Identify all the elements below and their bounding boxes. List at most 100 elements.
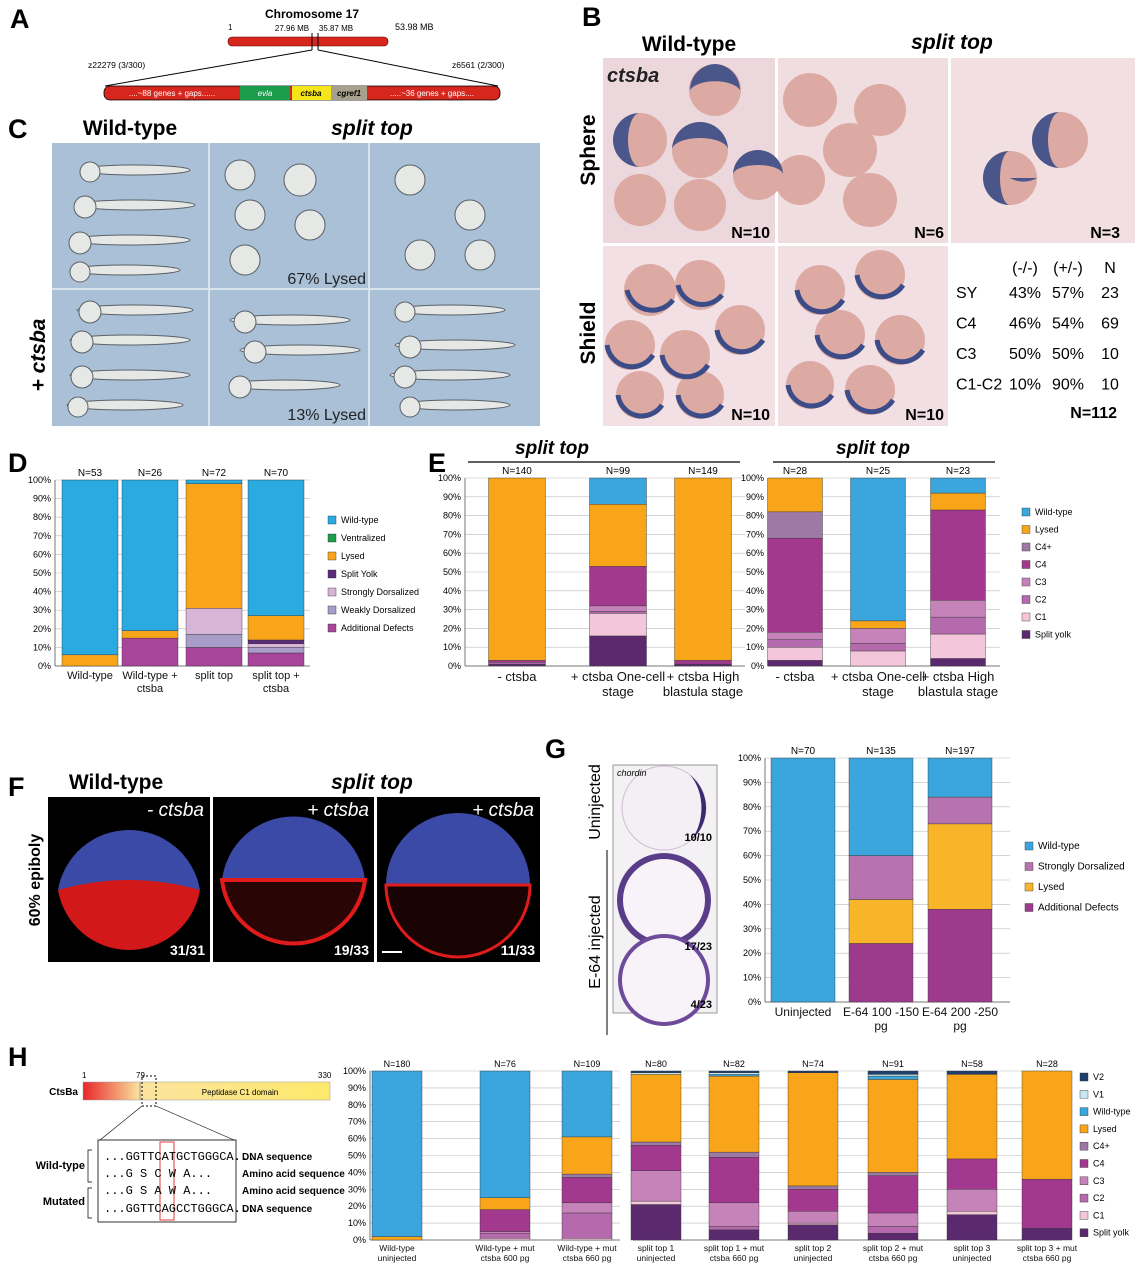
bar-segment (946, 1214, 998, 1241)
bar-segment (787, 1211, 839, 1224)
y-tick-label: 50% (33, 568, 51, 578)
table-cell: 10 (1101, 377, 1119, 394)
stain (613, 64, 1060, 205)
stain-ring (604, 274, 926, 419)
legend-swatch (1021, 542, 1031, 552)
panel-letter: C (8, 114, 28, 144)
column-header: split top (331, 771, 413, 794)
bar-segment (850, 628, 906, 644)
y-tick-label: 20% (348, 1201, 366, 1211)
gene-gap-label: .....~36 genes + gaps.... (390, 89, 474, 98)
bar-segment (479, 1070, 531, 1198)
photo-c (52, 143, 540, 426)
legend-label: Wild-type (1035, 507, 1073, 517)
panel-letter: H (8, 1042, 28, 1072)
bar-segment (561, 1202, 613, 1214)
photo-g (606, 764, 718, 1035)
column-header: Wild-type (642, 33, 736, 56)
bar-label: N=74 (802, 1059, 824, 1069)
legend-label: Strongly Dorsalized (1038, 862, 1125, 873)
domain-name: Peptidase C1 domain (202, 1088, 279, 1097)
legend-swatch (1021, 630, 1031, 639)
x-tick-label: split top 1 + mut ctsba 660 pg (703, 1243, 765, 1263)
panel-letter: E (428, 448, 446, 478)
legend-swatch (1079, 1228, 1089, 1237)
y-tick-label: 0% (353, 1235, 366, 1245)
bar-segment (927, 796, 993, 825)
legend-swatch (327, 533, 337, 543)
row-header: Shield (577, 301, 600, 364)
bar-segment (787, 1072, 839, 1187)
gene (240, 86, 290, 100)
legend-label: V2 (1093, 1072, 1104, 1082)
legend-label: Weakly Dorsalized (341, 605, 415, 615)
x-tick-label: split top 2 + mut ctsba 660 pg (862, 1243, 924, 1263)
bar-segment (121, 637, 179, 667)
y-tick-label: 50% (443, 567, 461, 577)
table-cell: 50% (1009, 346, 1041, 363)
x-tick-label: - ctsba (775, 669, 815, 684)
bar-label: N=70 (264, 468, 289, 479)
x-tick-label: E-64 200 -250 pg (921, 1005, 999, 1033)
bar-segment (247, 615, 305, 641)
chromosome-title: Chromosome 17 (265, 7, 359, 21)
y-tick-label: 50% (348, 1151, 366, 1161)
bar-segment (1021, 1227, 1073, 1241)
position: 79 (136, 1071, 145, 1080)
legend-label: Split yolk (1093, 1228, 1130, 1238)
bar-segment (479, 1209, 531, 1232)
bar-segment (674, 660, 732, 665)
bar-segment (927, 909, 993, 1003)
legend-label: Lysed (1038, 882, 1064, 893)
bar-segment (767, 639, 823, 648)
bar-segment (708, 1226, 760, 1231)
count: 17/23 (684, 941, 712, 953)
bar-segment (589, 613, 647, 637)
bar-segment (479, 1233, 531, 1239)
y-tick-label: 40% (33, 587, 51, 597)
bar-label: N=53 (78, 468, 103, 479)
group-label: Mutated (43, 1196, 85, 1208)
legend-swatch (1021, 560, 1031, 569)
y-tick-label: 30% (33, 605, 51, 615)
bar-segment (767, 647, 823, 661)
bar-segment (1021, 1178, 1073, 1229)
bar-segment (708, 1072, 760, 1075)
bar-segment (848, 899, 914, 944)
chromosome-bar (227, 36, 389, 47)
count: 19/33 (334, 942, 369, 958)
bar-label: N=23 (946, 466, 971, 477)
bar-segment (630, 1072, 682, 1075)
legend-swatch (1021, 595, 1031, 604)
legend-swatch (1079, 1159, 1089, 1168)
bar-segment (867, 1079, 919, 1173)
y-tick-label: 30% (443, 605, 461, 615)
embryos (605, 64, 1088, 419)
gene-label: cgref1 (337, 89, 362, 98)
table-cell: 90% (1052, 377, 1084, 394)
count: 31/31 (170, 942, 205, 958)
legend-swatch (1079, 1176, 1089, 1186)
y-tick-label: 60% (33, 549, 51, 559)
legend-swatch (1079, 1107, 1089, 1116)
y-tick-label: 70% (443, 529, 461, 539)
table-header: N (1104, 260, 1116, 277)
blastoderm (222, 816, 365, 880)
chart-title: split top (515, 438, 589, 459)
bar-segment (787, 1224, 839, 1241)
panel-letter: A (10, 4, 30, 34)
bar-segment (867, 1226, 919, 1234)
bar-label: N=70 (791, 746, 816, 757)
y-tick-label: 80% (743, 802, 761, 812)
y-tick-label: 30% (348, 1184, 366, 1194)
bar-segment (61, 654, 119, 667)
legend-swatch (1079, 1124, 1089, 1134)
bar-label: N=140 (502, 466, 532, 477)
bar-segment (674, 477, 732, 661)
table-cell: C4 (956, 316, 977, 333)
table-cell: 23 (1101, 285, 1119, 302)
bar-segment (930, 477, 986, 494)
condition: + ctsba (472, 800, 534, 821)
condition: - ctsba (147, 800, 204, 821)
y-tick-label: 20% (746, 623, 764, 633)
